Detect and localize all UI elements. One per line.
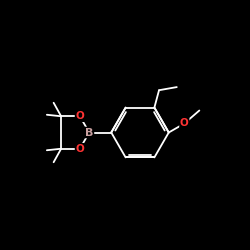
Text: O: O <box>180 118 189 128</box>
Text: B: B <box>85 128 94 138</box>
Text: O: O <box>76 144 84 154</box>
Text: O: O <box>76 111 84 121</box>
